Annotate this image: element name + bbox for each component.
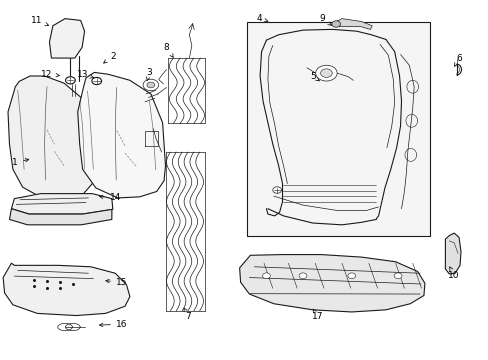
Polygon shape	[239, 255, 424, 312]
Text: 3: 3	[146, 68, 152, 81]
Circle shape	[331, 21, 340, 27]
Polygon shape	[445, 233, 460, 274]
Circle shape	[393, 273, 401, 279]
FancyBboxPatch shape	[246, 22, 429, 235]
Polygon shape	[3, 263, 130, 316]
Circle shape	[92, 77, 102, 85]
Text: 4: 4	[256, 14, 267, 23]
Text: 10: 10	[447, 267, 459, 279]
Text: 14: 14	[99, 193, 121, 202]
Text: 2: 2	[103, 52, 116, 63]
Text: 7: 7	[183, 308, 191, 321]
Circle shape	[272, 187, 281, 193]
Polygon shape	[78, 72, 165, 198]
Text: 16: 16	[99, 320, 127, 329]
Text: 1: 1	[12, 158, 29, 167]
Circle shape	[299, 273, 306, 279]
Text: 13: 13	[77, 70, 94, 79]
Polygon shape	[11, 194, 113, 214]
Text: 6: 6	[454, 54, 461, 66]
Circle shape	[65, 77, 75, 84]
Text: 12: 12	[41, 70, 60, 79]
Polygon shape	[334, 19, 371, 30]
Polygon shape	[8, 76, 93, 198]
Circle shape	[143, 79, 158, 91]
Circle shape	[347, 273, 355, 279]
Text: 5: 5	[309, 72, 319, 81]
Text: 17: 17	[311, 309, 323, 321]
Circle shape	[320, 69, 331, 77]
Polygon shape	[49, 19, 84, 58]
Text: 9: 9	[319, 14, 331, 25]
Circle shape	[147, 82, 155, 88]
Circle shape	[315, 65, 336, 81]
Text: 8: 8	[163, 43, 173, 57]
Text: 11: 11	[30, 16, 48, 26]
Text: 15: 15	[105, 278, 127, 287]
Circle shape	[262, 273, 270, 279]
Polygon shape	[9, 209, 112, 225]
